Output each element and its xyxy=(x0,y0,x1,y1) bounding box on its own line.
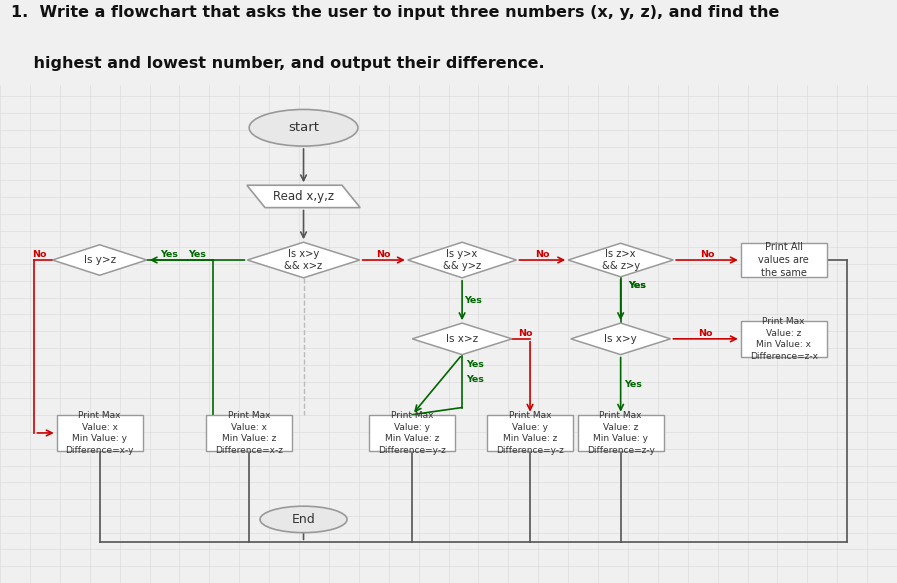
Text: Is x>z: Is x>z xyxy=(446,334,478,344)
Text: Yes: Yes xyxy=(628,281,646,290)
Polygon shape xyxy=(247,185,361,208)
Polygon shape xyxy=(413,323,512,354)
Polygon shape xyxy=(568,243,674,277)
Text: Yes: Yes xyxy=(161,251,179,259)
Text: Print Max
Value: y
Min Value: z
Difference=y-z: Print Max Value: y Min Value: z Differen… xyxy=(379,411,446,455)
Text: Yes: Yes xyxy=(624,380,642,389)
FancyBboxPatch shape xyxy=(741,321,827,357)
Text: 1.  Write a flowchart that asks the user to input three numbers (x, y, z), and f: 1. Write a flowchart that asks the user … xyxy=(11,5,779,19)
Text: Print Max
Value: z
Min Value: x
Difference=z-x: Print Max Value: z Min Value: x Differen… xyxy=(750,317,818,360)
Ellipse shape xyxy=(260,506,347,533)
Text: Yes: Yes xyxy=(464,296,482,305)
Text: Is z>x
&& z>y: Is z>x && z>y xyxy=(602,248,640,272)
Text: Read x,y,z: Read x,y,z xyxy=(273,190,334,203)
Text: Print Max
Value: x
Min Value: z
Difference=x-z: Print Max Value: x Min Value: z Differen… xyxy=(215,411,283,455)
Polygon shape xyxy=(408,242,517,278)
FancyBboxPatch shape xyxy=(487,415,573,451)
Text: Print Max
Value: x
Min Value: y
Difference=x-y: Print Max Value: x Min Value: y Differen… xyxy=(65,411,134,455)
FancyBboxPatch shape xyxy=(57,415,143,451)
Text: Is x>y: Is x>y xyxy=(605,334,637,344)
FancyBboxPatch shape xyxy=(370,415,456,451)
Text: No: No xyxy=(699,329,713,338)
Text: No: No xyxy=(700,251,714,259)
Text: Yes: Yes xyxy=(188,251,206,259)
Text: No: No xyxy=(518,329,533,338)
Text: Print Max
Value: y
Min Value: z
Difference=y-z: Print Max Value: y Min Value: z Differen… xyxy=(496,411,564,455)
Text: No: No xyxy=(535,251,550,259)
Text: No: No xyxy=(31,251,47,259)
Text: Is x>y
&& x>z: Is x>y && x>z xyxy=(284,248,323,272)
Text: No: No xyxy=(377,251,391,259)
Polygon shape xyxy=(248,242,360,278)
Text: Print All
values are
the same: Print All values are the same xyxy=(758,242,809,278)
Text: Yes: Yes xyxy=(466,375,483,384)
Text: Yes: Yes xyxy=(466,360,483,369)
Text: highest and lowest number, and output their difference.: highest and lowest number, and output th… xyxy=(11,56,544,71)
Text: Print Max
Value: z
Min Value: y
Difference=z-y: Print Max Value: z Min Value: y Differen… xyxy=(587,411,655,455)
Polygon shape xyxy=(53,245,147,275)
Text: start: start xyxy=(288,121,319,134)
Text: Is y>x
&& y>z: Is y>x && y>z xyxy=(443,248,481,272)
FancyBboxPatch shape xyxy=(741,244,827,276)
FancyBboxPatch shape xyxy=(578,415,664,451)
Text: Yes: Yes xyxy=(628,282,646,290)
Ellipse shape xyxy=(249,110,358,146)
Text: Is y>z: Is y>z xyxy=(83,255,116,265)
Polygon shape xyxy=(570,323,670,354)
FancyBboxPatch shape xyxy=(206,415,292,451)
Text: End: End xyxy=(292,513,316,526)
